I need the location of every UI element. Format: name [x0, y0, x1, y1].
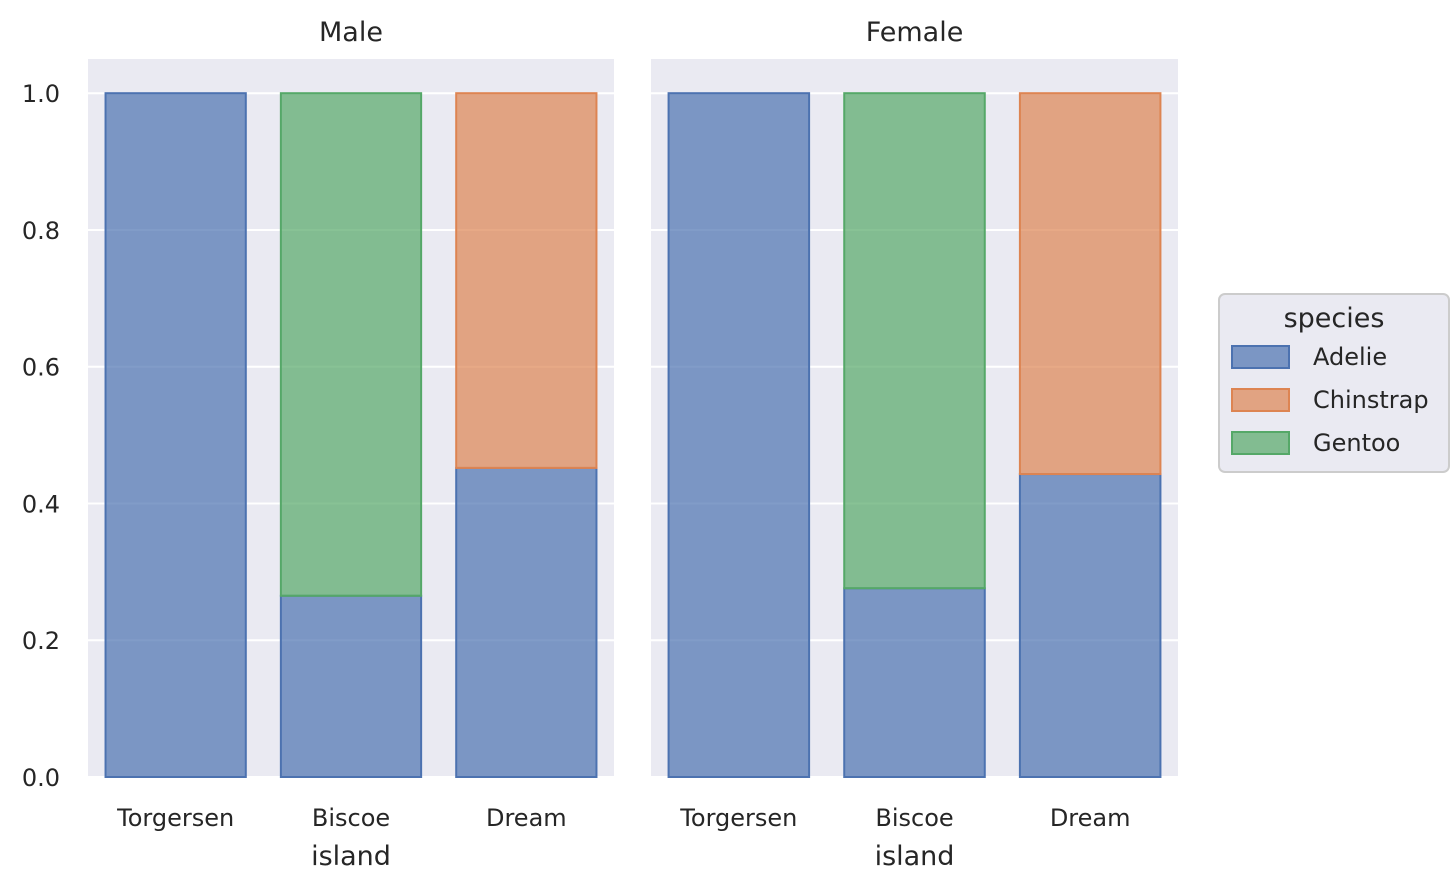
bar-gentoo-biscoe — [843, 92, 986, 590]
bar-gentoo-biscoe — [279, 92, 423, 597]
x-tick-label: Biscoe — [875, 804, 953, 832]
bar-chinstrap-dream — [455, 92, 598, 469]
y-tick-label: 0.4 — [22, 490, 60, 518]
x-tick-label: Biscoe — [312, 804, 390, 832]
bar-adelie-torgersen — [104, 92, 247, 778]
facet-title: Male — [319, 17, 383, 48]
x-tick-label: Torgersen — [679, 804, 797, 832]
bar-adelie-dream — [1018, 473, 1162, 778]
x-tick-label: Torgersen — [116, 804, 234, 832]
bar-adelie-biscoe — [279, 594, 423, 778]
x-tick-label: Dream — [1050, 804, 1131, 832]
legend-entries: Adelie Chinstrap Gentoo — [1231, 343, 1429, 457]
legend-swatch-chinstrap — [1231, 388, 1290, 412]
legend-frame — [1218, 293, 1450, 473]
legend-label-chinstrap: Chinstrap — [1313, 386, 1429, 414]
legend-swatch-adelie — [1231, 345, 1290, 369]
legend: species Adelie Chinstrap Gentoo — [1218, 293, 1450, 473]
y-tick-label: 0.8 — [22, 217, 60, 245]
x-axis-label: island — [875, 841, 955, 872]
y-tick-label: 1.0 — [22, 80, 60, 108]
bar-chinstrap-dream — [1018, 92, 1162, 476]
y-tick-label: 0.2 — [22, 627, 60, 655]
facet-title: Female — [866, 17, 964, 48]
bar-adelie-torgersen — [667, 92, 811, 778]
y-tick-label: 0.0 — [22, 764, 60, 792]
y-tick-label: 0.6 — [22, 354, 60, 382]
bar-adelie-dream — [455, 466, 598, 778]
facet-panel-female: Female Torgersen Biscoe Dream island — [651, 17, 1178, 872]
facet-panel-male: Male Torgersen Biscoe Dream island 0.0 0.2 0.4 0… — [22, 17, 614, 872]
x-axis-label: island — [311, 841, 391, 872]
legend-title: species — [1284, 303, 1385, 334]
panels-layer: Male Torgersen Biscoe Dream island 0.0 0.2 0.4 0… — [22, 17, 1178, 872]
legend-swatch-gentoo — [1231, 431, 1290, 455]
bar-adelie-biscoe — [843, 587, 986, 778]
x-tick-label: Dream — [486, 804, 567, 832]
legend-label-adelie: Adelie — [1313, 343, 1387, 371]
legend-label-gentoo: Gentoo — [1313, 429, 1400, 457]
